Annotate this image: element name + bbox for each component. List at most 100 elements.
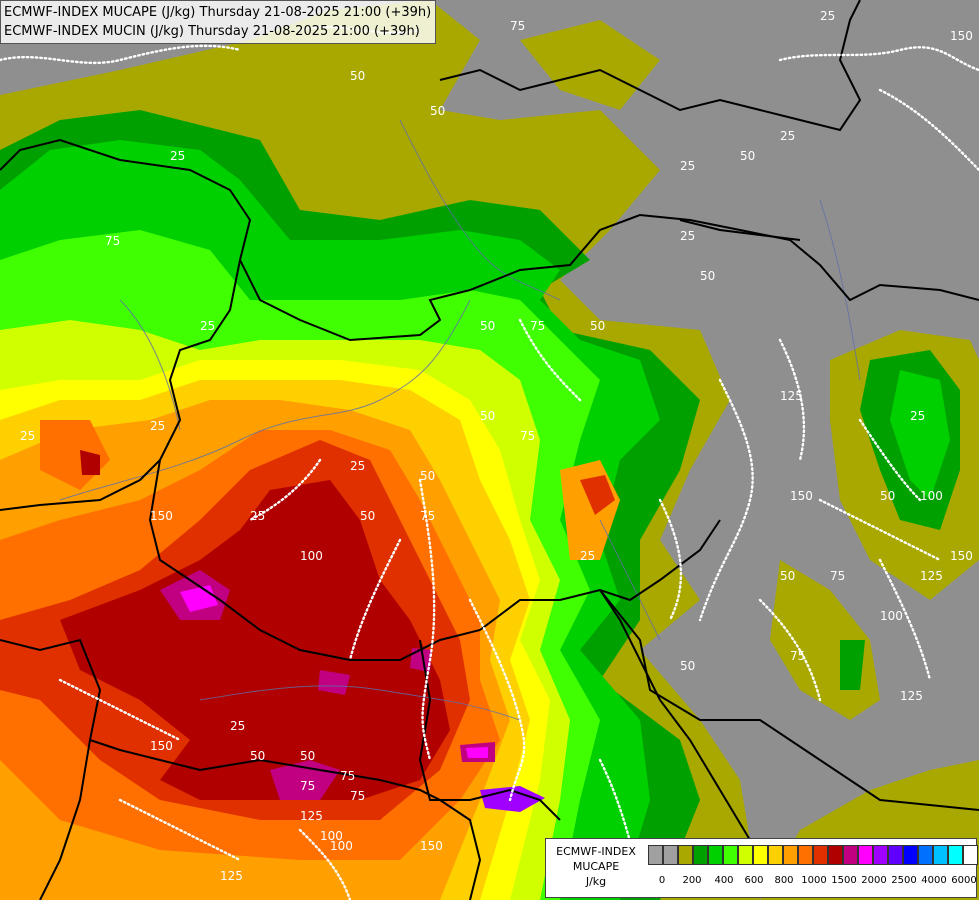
cin-contour — [418, 478, 436, 762]
legend-swatch — [873, 845, 888, 865]
cape-region — [410, 648, 432, 672]
cin-contour-label: 100 — [880, 609, 903, 623]
cin-contour-label: 25 — [350, 459, 365, 473]
cin-contour-label: 50 — [350, 69, 365, 83]
country-border — [0, 138, 979, 342]
legend-swatch — [888, 845, 903, 865]
cin-contour-label: 25 — [170, 149, 185, 163]
country-border — [0, 638, 102, 900]
legend-tick-label: 2000 — [861, 875, 887, 886]
cin-contour — [778, 46, 979, 72]
cin-contour-label: 75 — [510, 19, 525, 33]
cin-contour — [878, 88, 979, 172]
country-border — [89, 739, 441, 801]
cin-contour-label: 25 — [20, 429, 35, 443]
cin-contour-label: 25 — [230, 719, 245, 733]
cape-region — [520, 20, 660, 110]
cin-contour-label: 75 — [830, 569, 845, 583]
cin-contour-label: 75 — [530, 319, 545, 333]
cin-contour — [818, 498, 942, 562]
cin-contour-label: 25 — [680, 159, 695, 173]
river — [199, 685, 521, 721]
cin-contour — [0, 44, 242, 65]
cin-contour-label: 50 — [480, 409, 495, 423]
legend-tick-label: 0 — [658, 875, 666, 886]
cin-contour-label: 25 — [780, 129, 795, 143]
cin-contour-label: 50 — [360, 509, 375, 523]
cin-contour — [778, 338, 806, 462]
cin-contour-label: 50 — [740, 149, 755, 163]
cape-region — [580, 475, 615, 515]
cin-contour-label: 125 — [220, 869, 243, 883]
cin-contour — [118, 798, 242, 862]
cin-contour-label: 50 — [480, 319, 495, 333]
cape-region — [80, 450, 100, 475]
cape-region — [466, 747, 488, 758]
cin-contour-label: 125 — [920, 569, 943, 583]
title-mucape: ECMWF-INDEX MUCAPE (J/kg) Thursday 21-08… — [4, 5, 432, 20]
cin-contour — [58, 678, 182, 742]
cin-contour — [878, 558, 932, 682]
cin-contour-label: 50 — [880, 489, 895, 503]
cin-contour-label: 150 — [150, 739, 173, 753]
legend-title-param: MUCAPE — [572, 860, 620, 873]
cape-region — [60, 480, 450, 800]
legend-swatch — [963, 845, 978, 865]
legend-tick-label: 400 — [714, 875, 734, 886]
cin-contour-label: 50 — [300, 749, 315, 763]
cin-contour-label: 100 — [330, 839, 353, 853]
legend-tick-label: 6000 — [951, 875, 977, 886]
cin-contour-label: 25 — [250, 509, 265, 523]
river — [599, 519, 661, 641]
legend-tick-label: 1500 — [831, 875, 857, 886]
cin-contour-label: 75 — [420, 509, 435, 523]
river — [399, 119, 561, 301]
cin-contour-label: 50 — [780, 569, 795, 583]
map-title: ECMWF-INDEX MUCAPE (J/kg) Thursday 21-08… — [0, 0, 437, 44]
cin-contour-label: 75 — [300, 779, 315, 793]
cin-contour-label: 75 — [350, 789, 365, 803]
country-border — [599, 589, 781, 881]
cin-contour — [298, 828, 352, 900]
cin-contour-label: 150 — [790, 489, 813, 503]
legend-swatch — [903, 845, 918, 865]
country-border — [679, 219, 801, 241]
cin-contour-label: 50 — [700, 269, 715, 283]
river — [119, 299, 181, 431]
cin-contour-label: 50 — [430, 104, 445, 118]
cin-contour-label: 50 — [590, 319, 605, 333]
legend-swatch — [828, 845, 843, 865]
cin-contour-label: 100 — [300, 549, 323, 563]
cin-contour-label: 25 — [150, 419, 165, 433]
legend-swatch — [723, 845, 738, 865]
cin-contour — [698, 378, 754, 622]
country-border — [418, 639, 561, 821]
cin-contour-label: 25 — [910, 409, 925, 423]
cin-contour — [468, 598, 526, 802]
legend-swatch — [813, 845, 828, 865]
legend-tick-label: 800 — [774, 875, 794, 886]
cin-contour-label: 125 — [900, 689, 923, 703]
cin-contour-label: 75 — [520, 429, 535, 443]
cin-contour — [658, 498, 683, 622]
cape-region — [890, 370, 950, 500]
cin-contour — [758, 598, 822, 702]
legend-swatch — [708, 845, 723, 865]
cin-contour-label: 150 — [950, 29, 973, 43]
cin-contour-label: 75 — [340, 769, 355, 783]
cin-contour-label: 125 — [780, 389, 803, 403]
cin-contour-label: 25 — [680, 229, 695, 243]
country-border — [0, 259, 241, 511]
cape-region — [840, 640, 865, 690]
cin-contour — [248, 458, 322, 522]
legend-tick-label: 2500 — [891, 875, 917, 886]
legend-unit: J/kg — [585, 875, 607, 888]
legend-swatch — [798, 845, 813, 865]
cin-contour-label: 50 — [680, 659, 695, 673]
rivers-layer — [59, 119, 861, 721]
cin-contour-label: 150 — [150, 509, 173, 523]
legend-swatch — [648, 845, 663, 865]
cin-contour — [518, 318, 582, 402]
legend-swatch — [738, 845, 753, 865]
